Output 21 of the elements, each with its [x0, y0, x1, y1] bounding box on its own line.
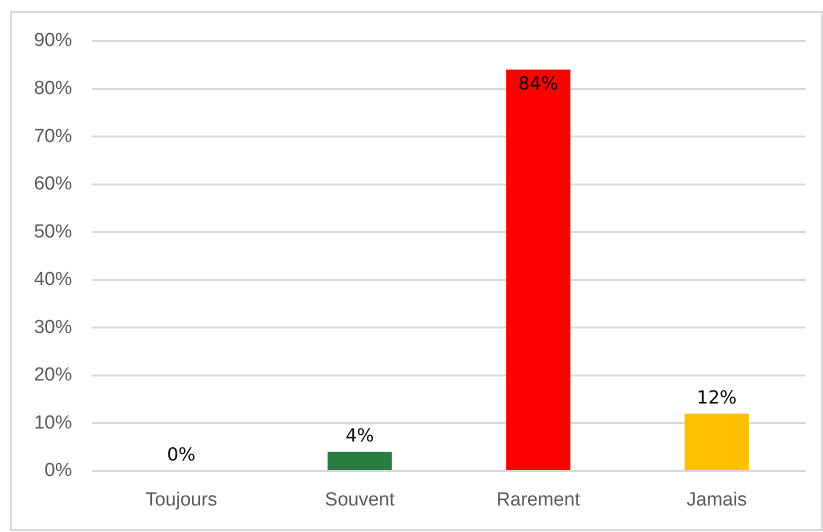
y-tick-label: 50% — [34, 221, 72, 242]
data-label: 84% — [518, 73, 558, 94]
data-label: 4% — [345, 426, 374, 447]
y-tick-label: 10% — [34, 412, 72, 434]
x-tick-label: Jamais — [686, 490, 747, 511]
x-tick-label: Souvent — [324, 490, 396, 511]
bar — [506, 70, 570, 470]
y-tick-label: 70% — [34, 126, 72, 147]
y-tick-label: 60% — [34, 174, 72, 195]
y-tick-label: 90% — [34, 30, 72, 52]
y-tick-label: 80% — [34, 78, 72, 100]
y-tick-label: 0% — [44, 460, 72, 482]
data-label: 0% — [166, 444, 196, 466]
data-label: 12% — [696, 387, 737, 408]
bar — [684, 414, 749, 470]
y-tick-label: 30% — [34, 316, 72, 338]
x-tick-label: Rarement — [496, 490, 581, 511]
y-tick-label: 40% — [34, 269, 72, 290]
x-tick-label: Toujours — [145, 490, 218, 511]
y-tick-label: 20% — [34, 364, 72, 386]
bar — [328, 452, 392, 470]
